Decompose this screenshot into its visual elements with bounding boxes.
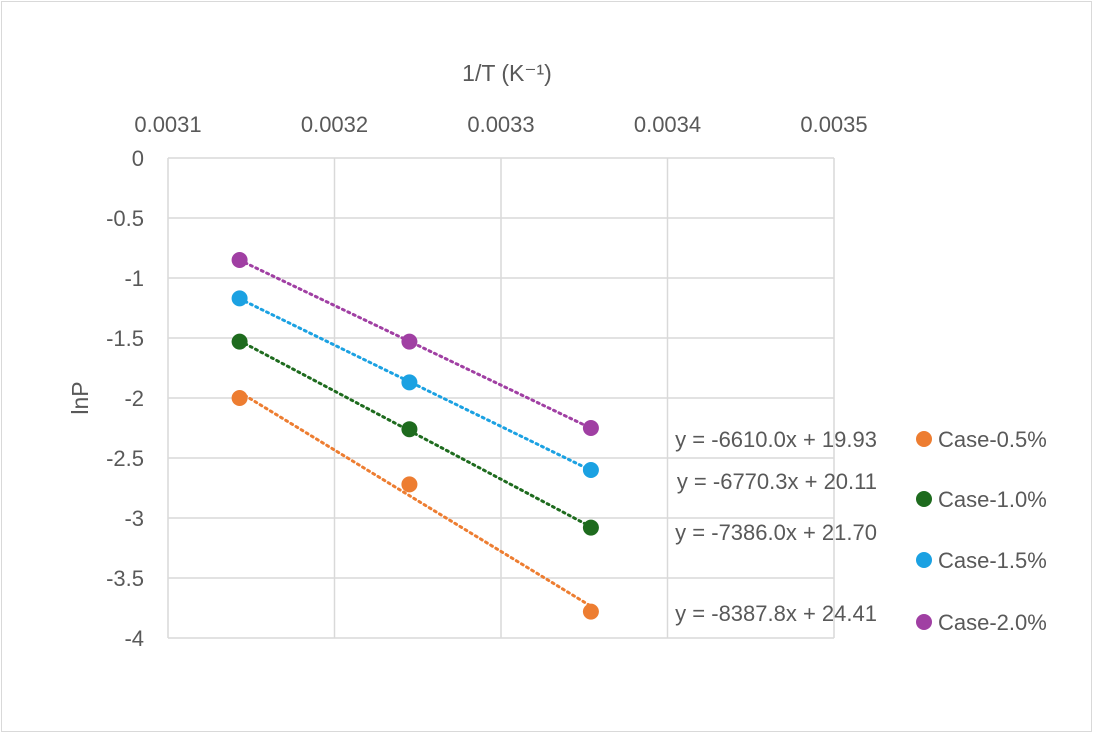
x-tick-label: 0.0035 xyxy=(800,112,867,137)
legend: Case-0.5% Case-1.0% Case-1.5% Case-2.0% xyxy=(916,427,1047,635)
data-point xyxy=(582,420,599,436)
legend-label: Case-1.0% xyxy=(938,487,1047,512)
legend-label: Case-2.0% xyxy=(938,610,1047,635)
x-tick-label: 0.0033 xyxy=(467,112,534,137)
legend-marker xyxy=(916,431,932,447)
trendline-equation: y = -8387.8x + 24.41 xyxy=(675,601,877,626)
grid-layer xyxy=(167,157,835,639)
x-tick-label: 0.0032 xyxy=(301,112,368,137)
x-axis-title: 1/T (K⁻¹) xyxy=(462,60,552,86)
data-point xyxy=(231,390,248,406)
y-tick-label: 0 xyxy=(132,146,144,171)
y-tick-label: -1 xyxy=(124,266,144,291)
legend-marker xyxy=(916,552,932,568)
legend-label: Case-0.5% xyxy=(938,427,1047,452)
x-tick-label: 0.0034 xyxy=(634,112,701,137)
y-tick-label: -3 xyxy=(124,506,144,531)
trendline xyxy=(238,390,593,608)
data-point xyxy=(231,252,248,268)
data-point xyxy=(582,519,599,536)
legend-marker xyxy=(916,491,932,507)
data-point xyxy=(231,333,248,350)
x-tick-label: 0.0031 xyxy=(134,112,201,137)
data-point xyxy=(231,290,248,307)
equation-layer: y = -8387.8x + 24.41 y = -7386.0x + 21.70… xyxy=(675,427,877,626)
trendline-equation: y = -7386.0x + 21.70 xyxy=(675,520,877,545)
legend-marker xyxy=(916,614,932,630)
data-point xyxy=(582,462,599,478)
y-tick-label: -2.5 xyxy=(106,446,144,471)
y-tick-label: -2 xyxy=(124,386,144,411)
point-layer xyxy=(231,252,599,620)
data-point xyxy=(582,603,599,620)
tick-label-layer: 0.0031 0.0032 0.0033 0.0034 0.0035 0 -0.5 -1 -1.… xyxy=(106,112,868,651)
trendline-equation: y = -6610.0x + 19.93 xyxy=(675,427,877,452)
y-tick-label: -0.5 xyxy=(106,206,144,231)
y-tick-label: -4 xyxy=(124,626,144,651)
trendline-equation: y = -6770.3x + 20.11 xyxy=(677,469,877,494)
y-axis-title: lnP xyxy=(67,381,93,414)
legend-label: Case-1.5% xyxy=(938,548,1047,573)
y-tick-label: -3.5 xyxy=(106,566,144,591)
y-tick-label: -1.5 xyxy=(106,326,144,351)
data-point xyxy=(401,333,418,350)
data-point xyxy=(401,374,418,391)
data-point xyxy=(401,421,418,438)
data-point xyxy=(401,476,418,493)
